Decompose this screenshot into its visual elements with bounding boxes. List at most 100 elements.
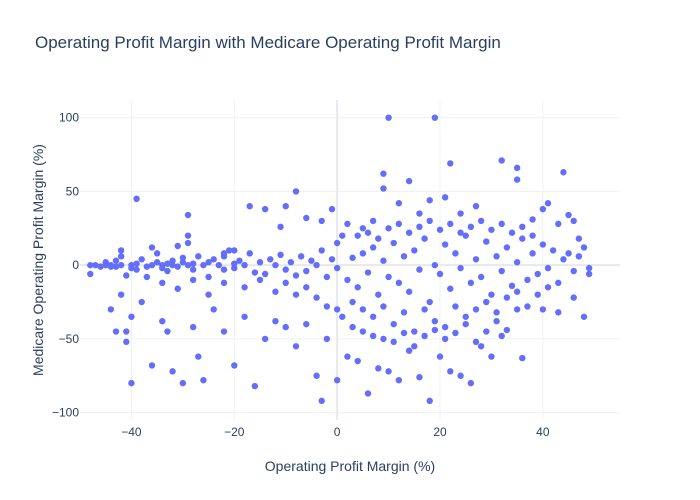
scatter-point [426,197,433,204]
scatter-point [303,284,310,291]
scatter-point [364,229,372,236]
scatter-point [503,294,511,301]
scatter-point [277,223,284,231]
scatter-point [436,270,444,278]
scatter-point [472,202,480,210]
scatter-point [323,335,331,343]
scatter-point [503,326,511,334]
scatter-point [539,205,547,213]
scatter-point [390,338,397,346]
scatter-point [447,160,454,167]
scatter-point [117,253,125,260]
y-tick-label: −50 [59,332,80,346]
scatter-point [431,326,439,334]
scatter-point [205,291,212,298]
scatter-point [303,267,310,275]
scatter-point [503,244,511,251]
scatter-point [519,235,526,242]
scatter-point [153,259,161,266]
scatter-point [426,217,433,225]
scatter-point [498,220,505,228]
x-tick-label: 0 [334,425,341,439]
scatter-point [472,338,480,346]
scatter-point [195,353,202,360]
scatter-point [349,254,356,261]
scatter-point [416,223,423,231]
scatter-point [261,270,269,278]
scatter-point [138,298,145,306]
scatter-point [313,372,320,379]
scatter-point [411,247,418,254]
scatter-point [189,323,197,331]
scatter-point [390,320,397,328]
scatter-point [297,253,305,260]
scatter-point [133,195,140,203]
scatter-point [483,328,490,335]
scatter-point [498,332,505,340]
scatter-point [349,323,356,331]
scatter-point [488,226,495,233]
scatter-point [431,261,439,269]
scatter-point [318,247,325,254]
scatter-point [339,232,346,239]
scatter-point [112,257,120,264]
scatter-point [416,210,423,217]
scatter-point [513,259,521,266]
scatter-point [220,279,228,287]
scatter-point [128,264,135,272]
scatter-point [277,251,284,259]
scatter-point [143,273,151,281]
scatter-point [189,276,197,284]
scatter-point [431,114,439,121]
scatter-point [544,264,552,272]
scatter-point [333,239,341,247]
scatter-point [405,229,413,236]
scatter-point [375,291,382,298]
scatter-point [282,323,289,331]
scatter-point [354,232,361,239]
scatter-point [380,335,387,343]
scatter-point [549,247,557,254]
scatter-point [385,273,392,281]
scatter-point [570,267,577,275]
tick-labels: −100 −50 0 50 100 −40 −20 0 20 40 [52,111,550,439]
scatter-point [560,169,567,176]
y-tick-label: 0 [72,258,79,272]
scatter-point [524,303,531,310]
scatter-point [323,273,331,281]
scatter-point [184,232,192,239]
scatter-point [447,368,454,375]
x-axis-title: Operating Profit Margin (%) [265,458,435,474]
scatter-point [292,343,300,350]
scatter-point [261,335,269,343]
scatter-point [421,332,428,340]
scatter-point [472,256,480,263]
scatter-point [107,306,115,313]
scatter-point [117,247,125,254]
scatter-point [148,244,156,251]
scatter-point [333,376,341,384]
y-tick-label: −100 [52,406,79,420]
scatter-point [441,323,449,331]
scatter-point [405,288,413,295]
scatter-point [539,306,547,313]
scatter-point [200,261,207,269]
scatter-point [519,223,526,231]
scatter-point [174,263,181,270]
scatter-point [426,298,433,306]
scatter-point [344,353,351,360]
scatter-point [117,291,125,298]
grid-lines [80,100,620,420]
scatter-point [354,357,361,365]
scatter-point [380,170,387,177]
scatter-point [416,374,423,381]
scatter-point [380,257,387,264]
scatter-point [215,261,223,269]
scatter-point [452,329,459,337]
scatter-point [333,306,341,313]
scatter-point [92,261,99,269]
scatter-point [169,261,176,269]
scatter-point [164,260,171,267]
scatter-point [344,276,351,284]
